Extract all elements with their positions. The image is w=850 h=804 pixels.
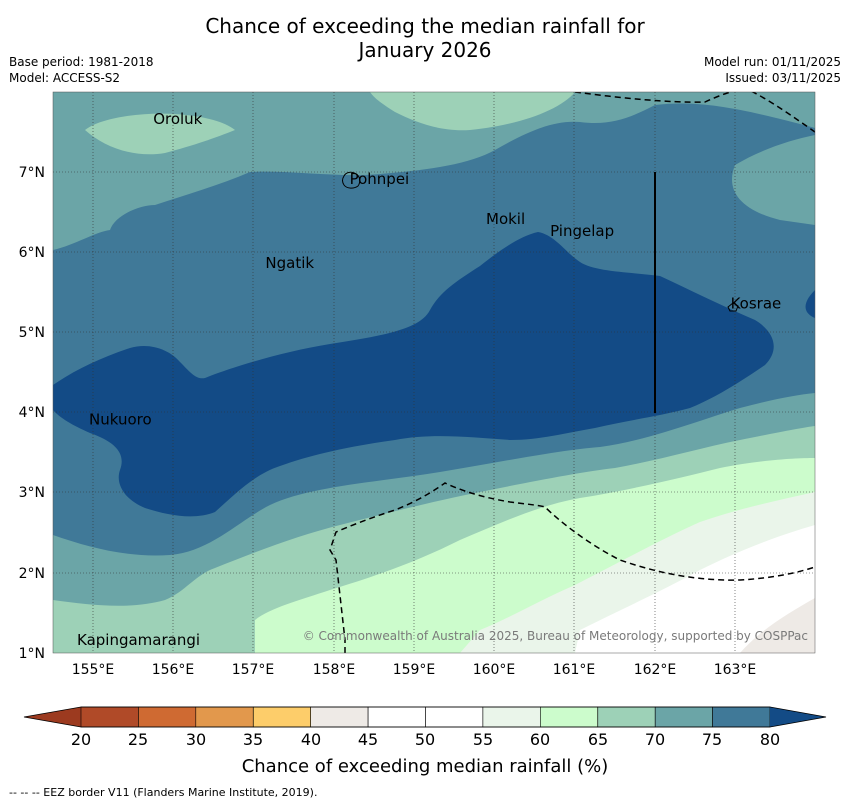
map-title-line-2: January 2026 (358, 38, 492, 62)
lon-tick: 158°E (313, 662, 356, 678)
place-label-pohnpei: Pohnpei (350, 170, 410, 188)
map-title: Chance of exceeding the median rainfall … (0, 14, 850, 62)
colorbar-label: 60 (530, 730, 550, 749)
lon-tick: 163°E (714, 662, 757, 678)
colorbar-segment (654, 706, 713, 728)
colorbar-label: 20 (71, 730, 91, 749)
band-45-55 (575, 525, 815, 653)
colorbar-segment (425, 706, 484, 728)
colorbar-over-arrow (770, 707, 826, 727)
colorbar-segment (253, 706, 312, 728)
colorbar-segment (80, 706, 139, 728)
lon-tick: 156°E (152, 662, 195, 678)
lat-tick-labels: 7°N 6°N 5°N 4°N 3°N 2°N 1°N (19, 165, 45, 662)
copyright-notice: © Commonwealth of Australia 2025, Bureau… (303, 629, 808, 643)
place-labels: Oroluk Pohnpei Mokil Pingelap Ngatik Kos… (77, 110, 781, 649)
place-label-oroluk: Oroluk (153, 110, 202, 128)
rainfall-probability-map (53, 92, 815, 653)
lat-tick: 1°N (19, 646, 45, 662)
place-label-pingelap: Pingelap (550, 222, 614, 240)
band-over-80 (53, 232, 774, 517)
map-frame (52, 91, 816, 654)
colorbar-label: 25 (128, 730, 148, 749)
place-label-nukuoro: Nukuoro (89, 411, 152, 429)
lon-tick: 162°E (634, 662, 677, 678)
issued-date: Issued: 03/11/2025 (725, 71, 841, 85)
colorbar-segment (482, 706, 541, 728)
colorbar-label: 30 (186, 730, 206, 749)
colorbar-label: 75 (702, 730, 722, 749)
lon-tick: 157°E (232, 662, 275, 678)
colorbar-label: 80 (760, 730, 780, 749)
eez-borders (329, 92, 815, 653)
band-65-70-oroluk (85, 113, 235, 155)
base-period: Base period: 1981-2018 (9, 55, 154, 69)
lat-tick: 5°N (19, 325, 45, 341)
run-info: Model run: 01/11/2025 Issued: 03/11/2025 (704, 54, 841, 86)
colorbar-segment (138, 706, 197, 728)
colorbar-label: 70 (645, 730, 665, 749)
colorbar: 20 25 30 35 40 45 50 55 60 65 70 75 80 C… (23, 706, 827, 777)
colorbar-label: 35 (243, 730, 263, 749)
colorbar-segment (712, 706, 771, 728)
colorbar-label: 40 (301, 730, 321, 749)
place-label-kapingamarangi: Kapingamarangi (77, 631, 200, 649)
map-title-line-1: Chance of exceeding the median rainfall … (205, 14, 645, 38)
lon-tick: 155°E (72, 662, 115, 678)
lon-tick: 160°E (473, 662, 516, 678)
kosrae-island (727, 302, 739, 312)
lat-tick: 3°N (19, 485, 45, 501)
model-run-date: Model run: 01/11/2025 (703, 55, 841, 69)
colorbar-label: 50 (415, 730, 435, 749)
colorbar-segment (195, 706, 254, 728)
colorbar-segment (597, 706, 656, 728)
colorbar-label: 45 (358, 730, 378, 749)
place-label-kosrae: Kosrae (731, 294, 782, 312)
colorbar-segment (367, 706, 426, 728)
band-65-70-north (370, 92, 575, 131)
colorbar-label: 55 (473, 730, 493, 749)
lat-tick: 2°N (19, 566, 45, 582)
band-40-45 (740, 598, 815, 653)
place-label-mokil: Mokil (486, 210, 525, 228)
lon-tick: 159°E (393, 662, 436, 678)
band-over-80-east (805, 290, 815, 318)
lat-tick: 4°N (19, 405, 45, 421)
lat-tick: 7°N (19, 165, 45, 181)
pohnpei-island (342, 171, 361, 189)
colorbar-label: 65 (588, 730, 608, 749)
eez-footnote: -- -- -- EEZ border V11 (Flanders Marine… (9, 786, 318, 799)
colorbar-segment (539, 706, 598, 728)
band-70-75-north (53, 92, 815, 250)
colorbar-segment (310, 706, 369, 728)
lon-tick-labels: 155°E 156°E 157°E 158°E 159°E 160°E 161°… (72, 662, 757, 678)
place-label-ngatik: Ngatik (265, 254, 314, 272)
colorbar-outline (23, 706, 827, 728)
colorbar-title: Chance of exceeding median rainfall (%) (242, 756, 609, 777)
lon-tick: 161°E (553, 662, 596, 678)
model-name: Model: ACCESS-S2 (9, 71, 121, 85)
colorbar-under-arrow (24, 707, 81, 727)
lat-tick: 6°N (19, 245, 45, 261)
model-info: Base period: 1981-2018 Model: ACCESS-S2 (9, 54, 154, 86)
